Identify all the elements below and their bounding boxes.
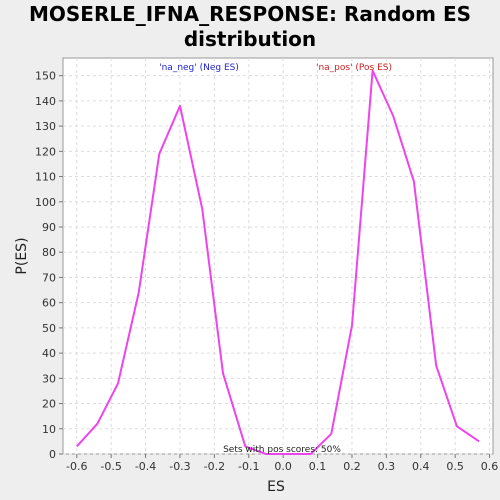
- plot-area: [62, 57, 494, 455]
- y-tick-label: 120: [35, 145, 56, 158]
- grid: [63, 58, 493, 455]
- y-tick-label: 100: [35, 196, 56, 209]
- x-tick-label: 0.4: [412, 460, 430, 473]
- y-tick-label: 40: [42, 347, 56, 360]
- y-axis-title: P(ES): [14, 237, 30, 274]
- x-tick-label: 0.0: [274, 460, 292, 473]
- chart-title-line-1: MOSERLE_IFNA_RESPONSE: Random ES: [28, 2, 472, 26]
- y-tick-label: 90: [42, 221, 56, 234]
- pos-score-note: Sets with pos scores: 50%: [223, 445, 341, 455]
- x-tick-label: 0.1: [309, 460, 327, 473]
- x-tick-label: -0.4: [135, 460, 156, 473]
- axes: -0.6 -0.5 -0.4 -0.3 -0.2 -0.1 0.0 0.1 0.2 0.3 0.4 0…: [35, 70, 498, 473]
- x-tick-label: 0.2: [343, 460, 361, 473]
- x-tick-label: -0.2: [204, 460, 225, 473]
- x-tick-label: 0.5: [446, 460, 464, 473]
- legend-neg-label: 'na_neg' (Neg ES): [159, 63, 239, 73]
- y-tick-label: 150: [35, 70, 56, 83]
- series-layer: [76, 69, 480, 455]
- y-tick-label: 50: [42, 322, 56, 335]
- y-tick-label: 80: [42, 246, 56, 259]
- x-tick-label: -0.5: [100, 460, 121, 473]
- y-tick-label: 130: [35, 120, 56, 133]
- x-tick-label: 0.3: [378, 460, 396, 473]
- x-tick-label: -0.1: [238, 460, 259, 473]
- legend-pos-label: 'na_pos' (Pos ES): [316, 63, 392, 73]
- y-tick-label: 70: [42, 271, 56, 284]
- x-tick-label: 0.6: [481, 460, 499, 473]
- x-tick-label: -0.3: [169, 460, 190, 473]
- x-axis-title: ES: [267, 479, 285, 495]
- y-tick-label: 10: [42, 423, 56, 436]
- y-tick-label: 140: [35, 95, 56, 108]
- y-tick-label: 60: [42, 297, 56, 310]
- chart-title: MOSERLE_IFNA_RESPONSE: Random ES distrib…: [0, 2, 500, 52]
- y-tick-label: 20: [42, 398, 56, 411]
- y-tick-label: 110: [35, 171, 56, 184]
- x-tick-label: -0.6: [66, 460, 87, 473]
- series-line: [76, 69, 480, 455]
- y-tick-label: 30: [42, 372, 56, 385]
- chart-title-line-2: distribution: [183, 27, 317, 51]
- y-tick-label: 0: [49, 448, 56, 461]
